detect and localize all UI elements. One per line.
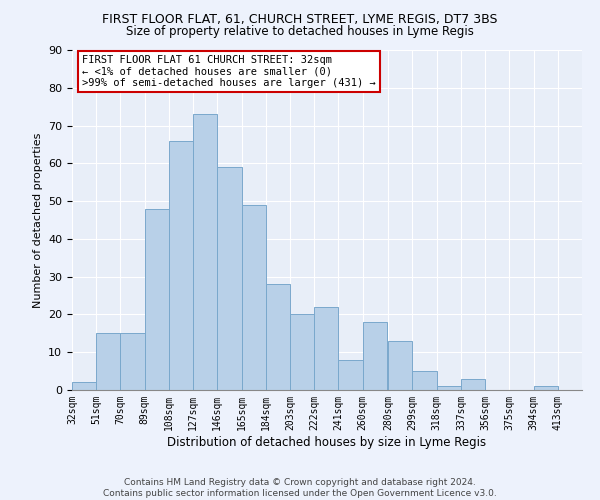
Bar [338,360,363,390]
Bar [72,382,96,390]
Bar [412,371,437,390]
Bar [121,334,145,390]
Bar [437,386,461,390]
Bar [461,378,485,390]
Text: FIRST FLOOR FLAT, 61, CHURCH STREET, LYME REGIS, DT7 3BS: FIRST FLOOR FLAT, 61, CHURCH STREET, LYM… [102,12,498,26]
Bar [314,307,338,390]
Bar [363,322,387,390]
Bar [193,114,217,390]
Bar [169,140,193,390]
Bar [217,167,242,390]
Text: Contains HM Land Registry data © Crown copyright and database right 2024.
Contai: Contains HM Land Registry data © Crown c… [103,478,497,498]
Bar [242,205,266,390]
Bar [96,334,121,390]
Text: Size of property relative to detached houses in Lyme Regis: Size of property relative to detached ho… [126,25,474,38]
X-axis label: Distribution of detached houses by size in Lyme Regis: Distribution of detached houses by size … [167,436,487,448]
Bar [266,284,290,390]
Y-axis label: Number of detached properties: Number of detached properties [32,132,43,308]
Bar [290,314,314,390]
Bar [533,386,558,390]
Bar [145,208,169,390]
Text: FIRST FLOOR FLAT 61 CHURCH STREET: 32sqm
← <1% of detached houses are smaller (0: FIRST FLOOR FLAT 61 CHURCH STREET: 32sqm… [82,55,376,88]
Bar [388,341,412,390]
